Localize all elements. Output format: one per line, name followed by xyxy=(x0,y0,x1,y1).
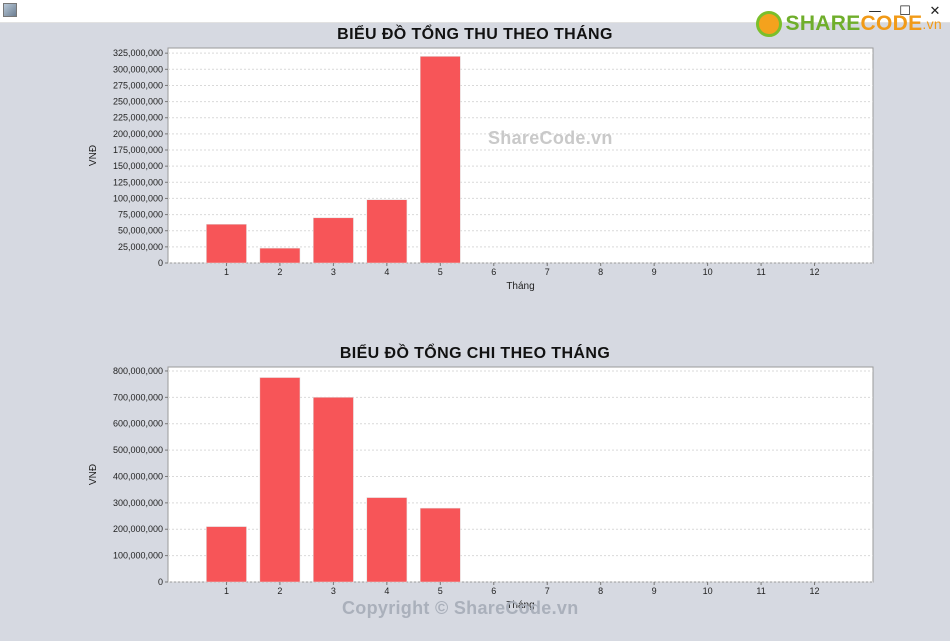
maximize-button[interactable]: ☐ xyxy=(899,3,911,19)
revenue-ytick-label: 275,000,000 xyxy=(113,80,163,90)
revenue-xtick-label: 4 xyxy=(384,267,389,277)
revenue-y-axis-label: VNĐ xyxy=(88,145,99,166)
expense-xtick-label: 2 xyxy=(277,586,282,596)
window-titlebar: — ☐ ✕ xyxy=(0,0,950,23)
expense-x-axis-label: Tháng xyxy=(506,600,534,611)
brand-share-text: SHARE xyxy=(785,12,861,35)
expense-bar-month-4 xyxy=(366,497,408,583)
revenue-plot-area xyxy=(167,47,874,264)
minimize-button[interactable]: — xyxy=(868,3,882,19)
expense-ytick-label: 200,000,000 xyxy=(113,524,163,534)
revenue-bar-month-3 xyxy=(313,217,354,264)
revenue-xtick-label: 9 xyxy=(652,267,657,277)
expense-xtick-label: 6 xyxy=(491,586,496,596)
expense-ytick-label: 800,000,000 xyxy=(113,366,163,376)
revenue-ytick-label: 125,000,000 xyxy=(113,177,163,187)
revenue-ytick-label: 250,000,000 xyxy=(113,97,163,107)
expense-xtick-label: 3 xyxy=(331,586,336,596)
revenue-bar-month-4 xyxy=(366,199,408,264)
revenue-xtick-label: 11 xyxy=(756,267,765,277)
expense-xtick-label: 9 xyxy=(652,586,657,596)
expense-bar-month-2 xyxy=(259,377,301,583)
expense-bar-month-1 xyxy=(206,526,247,583)
expense-ytick-label: 100,000,000 xyxy=(113,551,163,561)
revenue-ytick-label: 225,000,000 xyxy=(113,113,163,123)
revenue-x-axis-label: Tháng xyxy=(506,281,534,292)
revenue-ytick-label: 325,000,000 xyxy=(113,48,163,58)
revenue-bar-month-1 xyxy=(206,224,247,264)
revenue-xtick-label: 2 xyxy=(277,267,282,277)
revenue-xtick-label: 8 xyxy=(598,267,603,277)
expense-xtick-label: 8 xyxy=(598,586,603,596)
expense-xtick-label: 11 xyxy=(756,586,765,596)
expense-xtick-label: 10 xyxy=(703,586,713,596)
revenue-xtick-label: 3 xyxy=(331,267,336,277)
revenue-ytick-label: 150,000,000 xyxy=(113,161,163,171)
revenue-xtick-label: 12 xyxy=(810,267,820,277)
expense-xtick-label: 12 xyxy=(810,586,820,596)
watermark-center: ShareCode.vn xyxy=(488,128,613,148)
revenue-bar-month-5 xyxy=(420,56,461,264)
expense-ytick-label: 400,000,000 xyxy=(113,471,163,481)
expense-xtick-label: 4 xyxy=(384,586,389,596)
java-app-icon xyxy=(3,3,17,17)
expense-chart-title: BIỂU ĐỒ TỔNG CHI THEO THÁNG xyxy=(339,345,611,362)
revenue-xtick-label: 7 xyxy=(545,267,550,277)
revenue-ytick-label: 50,000,000 xyxy=(118,226,163,236)
revenue-ytick-label: 75,000,000 xyxy=(118,210,163,220)
sharecode-logo-icon xyxy=(755,11,782,37)
revenue-ytick-label: 100,000,000 xyxy=(113,193,163,203)
revenue-xtick-label: 5 xyxy=(438,267,443,277)
expense-bar-month-3 xyxy=(313,397,354,583)
sharecode-logo: SHARE CODE .vn xyxy=(755,8,942,40)
brand-vn-text: .vn xyxy=(922,16,942,32)
expense-ytick-label: 600,000,000 xyxy=(113,419,163,429)
watermark-bottom: Copyright © ShareCode.vn xyxy=(342,598,579,618)
expense-ytick-label: 700,000,000 xyxy=(113,392,163,402)
revenue-xtick-label: 1 xyxy=(224,267,229,277)
expense-ytick-label: 300,000,000 xyxy=(113,498,163,508)
expense-xtick-label: 5 xyxy=(438,586,443,596)
revenue-chart-title: BIỂU ĐỒ TỔNG THU THEO THÁNG xyxy=(337,26,613,43)
revenue-ytick-label: 25,000,000 xyxy=(118,242,163,252)
revenue-ytick-label: 300,000,000 xyxy=(113,64,163,74)
expense-y-axis-label: VNĐ xyxy=(88,464,99,485)
revenue-chart: 0 25,000,000 50,000,000 75,000,000 100,000,0… xyxy=(88,47,874,292)
expense-ytick-label: 0 xyxy=(158,577,163,587)
close-button[interactable]: ✕ xyxy=(929,3,941,19)
expense-xtick-label: 7 xyxy=(545,586,550,596)
expense-bar-month-5 xyxy=(420,507,461,583)
expense-xtick-label: 1 xyxy=(224,586,229,596)
revenue-ytick-label: 175,000,000 xyxy=(113,145,163,155)
revenue-xtick-label: 6 xyxy=(491,267,496,277)
window-controls: — ☐ ✕ xyxy=(860,0,950,22)
revenue-ytick-label: 200,000,000 xyxy=(113,129,163,139)
brand-code-text: CODE xyxy=(860,12,923,35)
expense-ytick-label: 500,000,000 xyxy=(113,445,163,455)
revenue-ytick-label: 0 xyxy=(158,258,163,268)
revenue-xtick-label: 10 xyxy=(703,267,713,277)
